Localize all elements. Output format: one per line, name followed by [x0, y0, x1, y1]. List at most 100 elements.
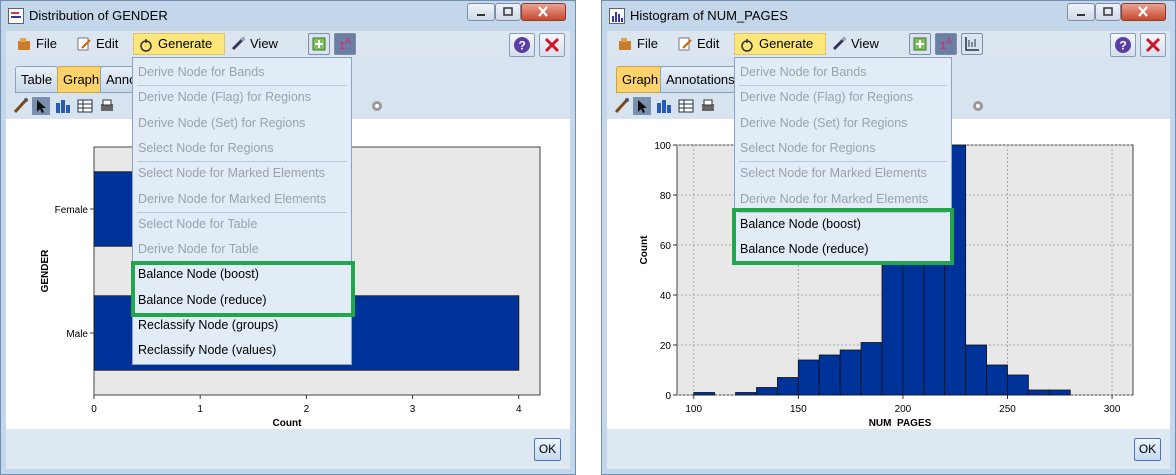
ok-button[interactable]: OK	[534, 438, 561, 461]
generate-menu-item[interactable]: Balance Node (reduce)	[740, 242, 869, 257]
pointer-icon[interactable]	[32, 97, 50, 115]
menu-separator	[137, 85, 347, 87]
histogram-bar	[1048, 389, 1071, 396]
bottom-bar: OK	[6, 429, 570, 469]
view-icon	[231, 37, 245, 51]
help-icon: ?	[514, 37, 530, 53]
histogram-bar	[693, 392, 716, 396]
help-button[interactable]: ?	[1110, 33, 1136, 57]
help-icon: ?	[1115, 37, 1131, 53]
axis-button[interactable]	[961, 33, 983, 55]
close-window-button[interactable]	[521, 3, 566, 21]
ok-button[interactable]: OK	[1134, 438, 1161, 461]
generate-menu-item: Derive Node for Marked Elements	[138, 191, 327, 206]
menu-view[interactable]: View	[226, 33, 278, 55]
generate-menu-item: Select Node for Marked Elements	[740, 166, 927, 181]
generate-menu-dropdown: Derive Node for Bands Derive Node (Flag) …	[734, 57, 952, 263]
generate-menu-item[interactable]: Balance Node (boost)	[740, 216, 861, 231]
close-icon	[1145, 37, 1161, 53]
menu-separator	[137, 211, 347, 213]
close-window-button[interactable]	[1121, 3, 1166, 21]
menu-edit[interactable]: Edit	[673, 33, 719, 55]
menu-generate-label: Generate	[759, 36, 814, 51]
generate-menu-item[interactable]: Balance Node (boost)	[138, 267, 259, 282]
generate-menu-item: Derive Node (Flag) for Regions	[740, 90, 913, 105]
histogram-bar	[797, 359, 820, 396]
generate-menu-item[interactable]: Reclassify Node (values)	[138, 343, 277, 358]
maximize-button[interactable]	[1095, 3, 1121, 21]
tab-graph[interactable]: Graph	[57, 66, 106, 93]
tab-table[interactable]: Table	[15, 66, 59, 93]
y-tick-label: 0	[665, 391, 671, 402]
print-icon[interactable]	[98, 97, 116, 115]
zoom-icon[interactable]	[969, 97, 987, 115]
close-icon	[544, 37, 560, 53]
close-icon	[1138, 6, 1148, 17]
menu-generate[interactable]: Generate	[734, 33, 826, 55]
svg-text:?: ?	[1120, 39, 1127, 53]
x-tick-label: 0	[91, 404, 97, 415]
histogram-bar	[965, 344, 987, 396]
right-titlebar: Histogram of NUM_PAGES	[602, 1, 1175, 31]
close-output-button[interactable]	[539, 33, 565, 57]
svg-text:?: ?	[519, 39, 526, 53]
menu-file[interactable]: File	[12, 33, 57, 55]
table-icon[interactable]	[677, 97, 695, 115]
add-output-button[interactable]	[909, 33, 931, 55]
menu-separator	[137, 161, 347, 163]
x-tick-label: 100	[685, 404, 702, 415]
help-button[interactable]: ?	[509, 33, 535, 57]
print-icon[interactable]	[699, 97, 717, 115]
generate-icon	[741, 39, 753, 52]
minimize-button[interactable]	[1067, 3, 1095, 21]
svg-text:A: A	[946, 36, 952, 46]
generate-menu-item: Derive Node for Bands	[740, 65, 867, 79]
tab-annotations[interactable]: Annotations	[660, 66, 741, 93]
generate-menu-item[interactable]: Reclassify Node (groups)	[138, 318, 279, 332]
add-output-button[interactable]	[308, 33, 330, 55]
histogram-bar	[839, 349, 862, 396]
y-tick-label: 20	[660, 341, 672, 352]
zoom-icon[interactable]	[368, 97, 386, 115]
y-tick-label: Female	[55, 205, 89, 216]
bottom-bar: OK	[607, 429, 1170, 469]
maximize-icon	[1103, 7, 1113, 16]
histogram-bar	[777, 377, 799, 396]
minimize-button[interactable]	[467, 3, 495, 21]
menu-generate[interactable]: Generate	[133, 33, 225, 55]
x-tick-label: 3	[410, 404, 416, 415]
menu-file-label: File	[637, 36, 658, 51]
edit-icon	[678, 37, 692, 51]
file-icon	[619, 38, 631, 50]
generate-menu-item: Derive Node (Set) for Regions	[740, 115, 908, 130]
menu-file[interactable]: File	[613, 33, 658, 55]
generate-menu-item: Derive Node (Set) for Regions	[138, 115, 306, 130]
histogram-bar	[986, 364, 1008, 396]
edit-icon	[77, 37, 91, 51]
region-icon[interactable]	[54, 97, 72, 115]
table-icon[interactable]	[76, 97, 94, 115]
add-icon	[913, 37, 927, 51]
maximize-button[interactable]	[495, 3, 521, 21]
svg-text:1: 1	[339, 40, 345, 52]
brush-icon[interactable]	[613, 97, 631, 115]
close-output-button[interactable]	[1140, 33, 1166, 57]
y-axis-title: GENDER	[40, 249, 51, 293]
menu-view[interactable]: View	[827, 33, 879, 55]
menu-edit[interactable]: Edit	[72, 33, 118, 55]
x-tick-label: 250	[999, 404, 1016, 415]
pointer-icon[interactable]	[633, 97, 651, 115]
generate-menu-item: Select Node for Regions	[138, 140, 274, 155]
region-icon[interactable]	[655, 97, 673, 115]
tab-graph[interactable]: Graph	[616, 66, 665, 93]
brush-icon[interactable]	[12, 97, 30, 115]
x-tick-label: 1	[197, 404, 203, 415]
maximize-icon	[503, 7, 513, 16]
generate-menu-item[interactable]: Balance Node (reduce)	[138, 292, 267, 307]
generate-menu-item: Derive Node for Table	[138, 242, 259, 257]
